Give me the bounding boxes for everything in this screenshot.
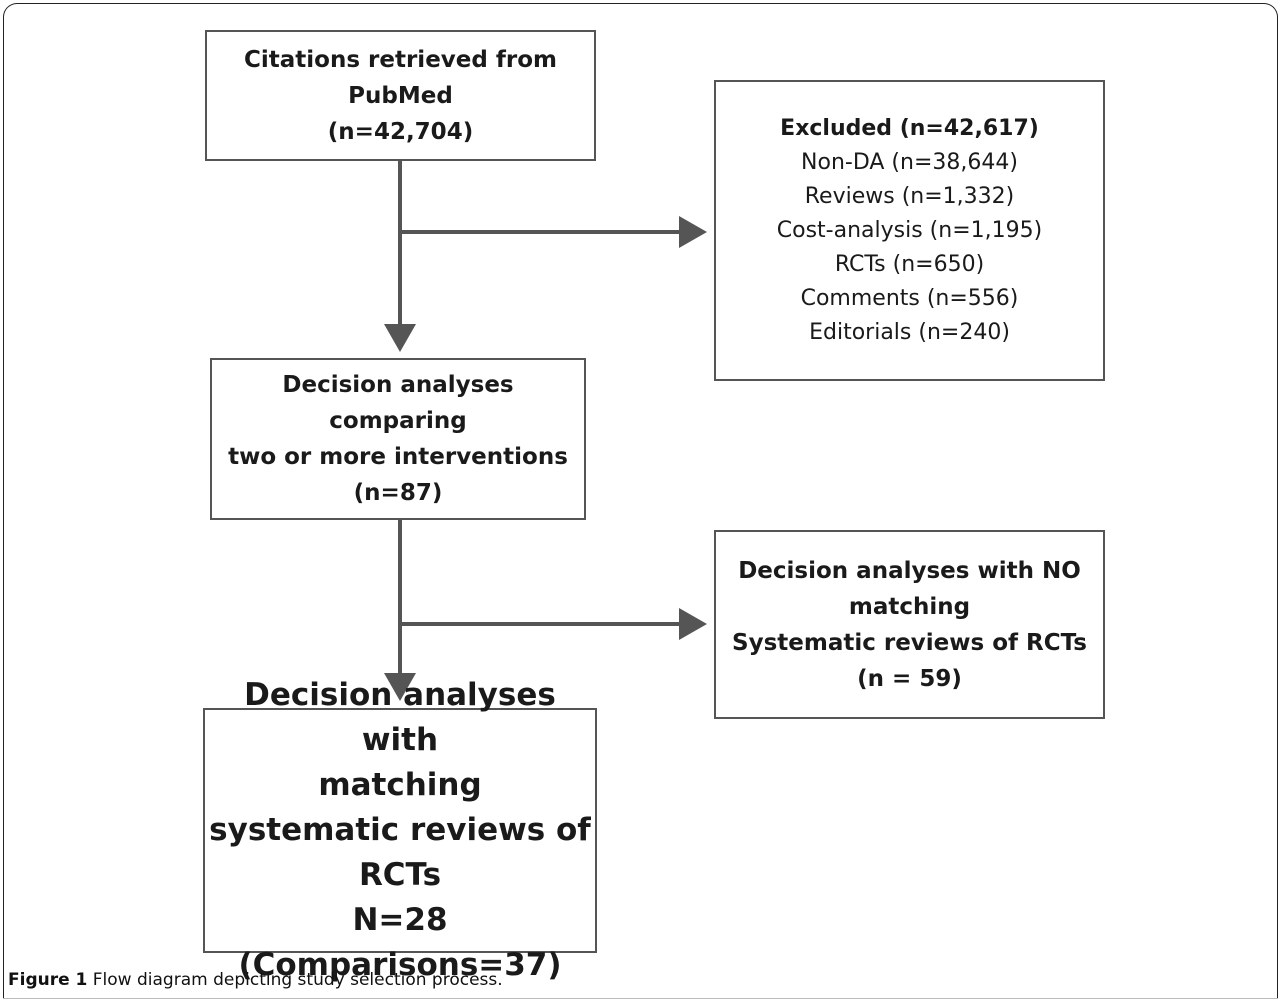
matching-line-2: matching — [318, 767, 482, 803]
excluded-item: Editorials (n=240) — [809, 319, 1010, 345]
decision-comparing-line-2: two or more interventions — [228, 444, 568, 470]
matching-line-5: (Comparisons=37) — [238, 947, 562, 983]
no-matching-line-4: (n = 59) — [857, 665, 962, 692]
matching-line-4: N=28 — [352, 902, 448, 938]
excluded-item: Non-DA (n=38,644) — [801, 149, 1018, 175]
frame-bottom-rule — [3, 998, 1278, 999]
decision-comparing-line-3: (n=87) — [353, 480, 443, 506]
matching-box: Decision analyses with matching systemat… — [203, 677, 597, 983]
no-matching-line-3: Systematic reviews of RCTs — [732, 629, 1087, 656]
citations-line-2: PubMed — [348, 82, 453, 109]
no-matching-line-1: Decision analyses with NO — [738, 557, 1081, 584]
caption-text: Flow diagram depicting study selection p… — [87, 970, 503, 990]
excluded-heading: Excluded (n=42,617) — [780, 115, 1039, 141]
no-matching-line-2: matching — [848, 593, 971, 620]
excluded-item: Cost-analysis (n=1,195) — [776, 217, 1043, 243]
citations-box: Citations retrieved from PubMed (n=42,70… — [205, 30, 596, 161]
citations-line-3: (n=42,704) — [327, 118, 474, 145]
excluded-item: Reviews (n=1,332) — [804, 183, 1015, 209]
excluded-item: RCTs (n=650) — [834, 251, 985, 277]
excluded-box: Excluded (n=42,617) Non-DA (n=38,644) Re… — [714, 80, 1105, 381]
figure-frame — [3, 3, 1278, 998]
caption-label: Figure 1 — [8, 970, 88, 990]
citations-line-1: Citations retrieved from — [244, 46, 557, 73]
decision-comparing-box: Decision analyses comparing two or more … — [210, 358, 586, 520]
figure-caption: Figure 1 Flow diagram depicting study se… — [8, 970, 503, 990]
matching-line-1: Decision analyses with — [244, 677, 556, 758]
decision-comparing-line-1: Decision analyses comparing — [282, 372, 514, 434]
excluded-item: Comments (n=556) — [800, 285, 1019, 311]
no-matching-box: Decision analyses with NO matching Syste… — [714, 530, 1105, 719]
matching-line-3: systematic reviews of RCTs — [209, 812, 591, 893]
